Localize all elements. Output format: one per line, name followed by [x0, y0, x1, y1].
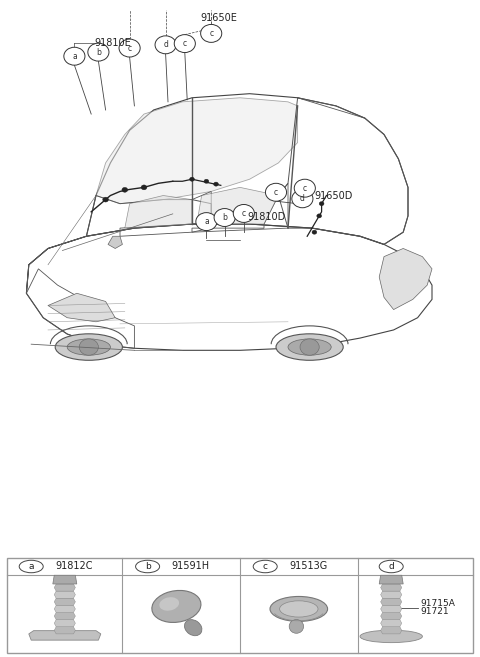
Circle shape	[135, 560, 159, 573]
Ellipse shape	[184, 620, 202, 636]
Text: c: c	[242, 209, 246, 218]
Circle shape	[119, 39, 140, 57]
Text: b: b	[96, 48, 101, 57]
Ellipse shape	[288, 339, 331, 355]
Circle shape	[103, 197, 108, 202]
Circle shape	[319, 202, 324, 206]
Text: 91812C: 91812C	[56, 562, 93, 572]
Circle shape	[201, 24, 222, 42]
Text: 91513G: 91513G	[289, 562, 327, 572]
Text: d: d	[300, 194, 305, 203]
Circle shape	[79, 339, 98, 355]
Text: c: c	[303, 184, 307, 193]
Polygon shape	[54, 627, 75, 634]
Polygon shape	[381, 612, 402, 620]
Circle shape	[88, 43, 109, 61]
Circle shape	[155, 36, 176, 54]
Circle shape	[174, 35, 195, 53]
Polygon shape	[381, 605, 402, 612]
Text: b: b	[222, 213, 227, 222]
Polygon shape	[381, 620, 402, 627]
Polygon shape	[54, 591, 75, 599]
Polygon shape	[381, 591, 402, 599]
Text: c: c	[183, 39, 187, 48]
Polygon shape	[381, 599, 402, 605]
Circle shape	[294, 179, 315, 197]
Polygon shape	[54, 612, 75, 620]
Text: a: a	[72, 52, 77, 60]
Circle shape	[312, 230, 317, 235]
Text: 91810D: 91810D	[247, 212, 286, 221]
Polygon shape	[54, 599, 75, 605]
Text: d: d	[163, 40, 168, 49]
Ellipse shape	[270, 597, 327, 622]
Polygon shape	[54, 605, 75, 612]
Polygon shape	[48, 293, 115, 322]
Circle shape	[19, 560, 43, 573]
Circle shape	[214, 208, 235, 227]
Polygon shape	[96, 98, 298, 204]
Polygon shape	[29, 631, 101, 640]
Polygon shape	[54, 584, 75, 591]
Text: 91721: 91721	[420, 607, 449, 616]
Polygon shape	[197, 187, 278, 224]
Circle shape	[64, 47, 85, 65]
Ellipse shape	[67, 339, 110, 355]
Circle shape	[122, 187, 128, 193]
Text: c: c	[263, 562, 268, 571]
Text: 91591H: 91591H	[172, 562, 210, 572]
Ellipse shape	[289, 620, 304, 633]
Circle shape	[253, 560, 277, 573]
Ellipse shape	[159, 597, 179, 611]
Text: 91650D: 91650D	[314, 191, 353, 201]
Text: 91650E: 91650E	[200, 13, 237, 24]
Text: a: a	[28, 562, 34, 571]
Ellipse shape	[55, 334, 122, 360]
Polygon shape	[54, 620, 75, 627]
Text: c: c	[209, 29, 213, 38]
Text: d: d	[388, 562, 394, 571]
Polygon shape	[381, 584, 402, 591]
Polygon shape	[379, 576, 403, 584]
Text: 91810E: 91810E	[95, 37, 131, 48]
Text: c: c	[274, 188, 278, 196]
Text: a: a	[204, 217, 209, 226]
Circle shape	[190, 177, 194, 181]
Circle shape	[292, 190, 313, 208]
Text: 91715A: 91715A	[420, 599, 455, 608]
Circle shape	[317, 214, 322, 218]
Ellipse shape	[276, 334, 343, 360]
Ellipse shape	[152, 591, 201, 622]
Circle shape	[300, 339, 319, 355]
Circle shape	[196, 213, 217, 231]
Ellipse shape	[360, 630, 422, 643]
Circle shape	[265, 183, 287, 201]
Circle shape	[379, 560, 403, 573]
Circle shape	[214, 182, 218, 186]
Polygon shape	[381, 627, 402, 634]
Circle shape	[233, 204, 254, 223]
Text: c: c	[128, 43, 132, 53]
Polygon shape	[379, 248, 432, 309]
Text: b: b	[145, 562, 150, 571]
Polygon shape	[125, 196, 192, 228]
Circle shape	[204, 179, 209, 183]
Polygon shape	[53, 576, 77, 584]
Circle shape	[141, 185, 147, 190]
Polygon shape	[108, 237, 122, 248]
Ellipse shape	[279, 600, 318, 617]
